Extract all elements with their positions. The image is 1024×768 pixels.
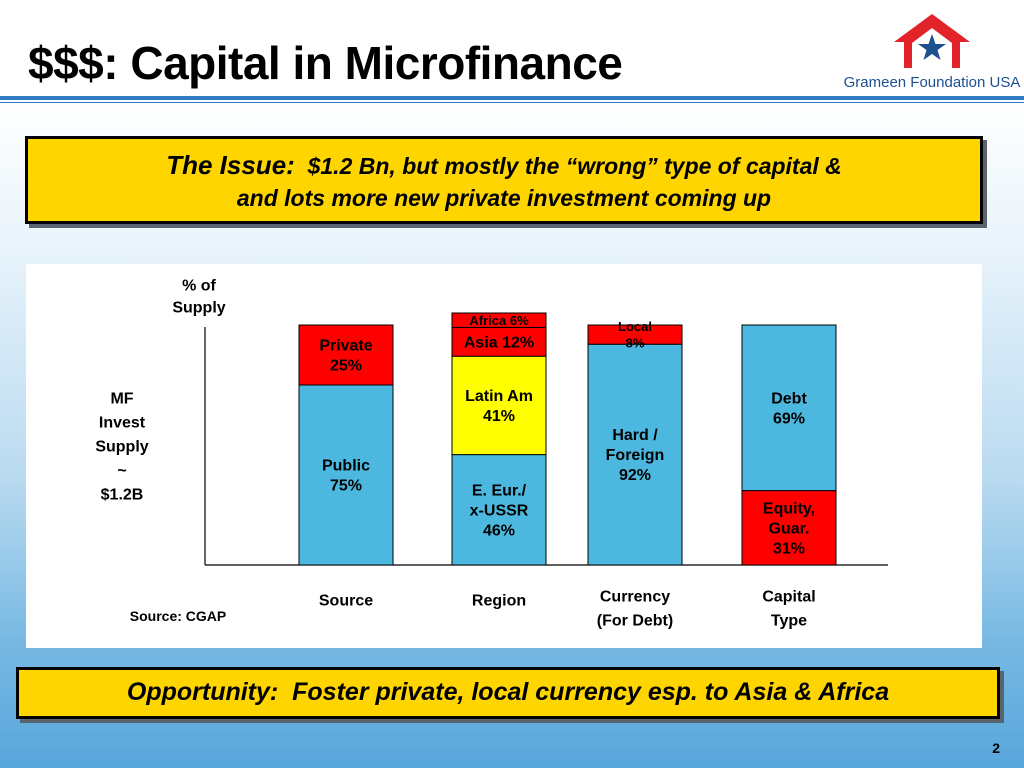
source-note: Source: CGAP [130,608,226,624]
bar-segment [451,355,547,456]
bar-segment [741,324,837,492]
mf-invest-supply-label: MF Invest Supply ~ $1.2B [95,391,148,504]
segment-label: Equity, Guar. 31% [763,500,815,557]
segment-label: Asia 12% [464,334,534,351]
segment-label: Latin Am 41% [465,388,533,425]
bar-segment [451,454,547,566]
bar-segment [587,324,683,345]
bar-segment [298,324,394,386]
bar-segment [587,343,683,566]
grameen-logo: Grameen Foundation USA [842,12,1022,94]
bar-segment [451,312,547,328]
segment-label: Public 75% [322,458,370,495]
stacked-bar-chart: % of Supply MF Invest Supply ~ $1.2B Public 75% P… [95,278,888,630]
segment-label: Local 8% [618,319,652,350]
category-label: Source [319,593,373,610]
house-star-icon [894,14,970,68]
opportunity-lead: Opportunity: [126,678,279,706]
chart-panel: % of Supply MF Invest Supply ~ $1.2B Public 75% P… [26,264,982,648]
bar-segment [451,326,547,357]
segment-label: Hard / Foreign 92% [606,427,665,484]
title-rule-thin [0,102,1024,103]
title-rule [0,96,1024,100]
segment-label: Private 25% [319,338,372,375]
bar-segment [298,384,394,566]
category-label: Currency (For Debt) [597,589,673,630]
logo-text: Grameen Foundation USA [843,74,1021,91]
opportunity-text: Foster private, local currency esp. to A… [292,678,890,706]
bar-segment [741,490,837,566]
slide-title: $$$: Capital in Microfinance [28,37,623,89]
issue-line-2: and lots more new private investment com… [236,185,772,211]
segment-label: Debt 69% [771,390,807,427]
page-number: 2 [992,740,1000,756]
issue-line-1: $1.2 Bn, but mostly the “wrong” type of … [307,153,842,179]
category-label: Capital Type [762,589,815,630]
segment-label: E. Eur./x-USSR 46% [470,482,529,539]
issue-lead: The Issue: [166,150,295,180]
opportunity-callout: Opportunity: Foster private, local curre… [16,667,1000,719]
segment-label: Africa 6% [469,313,529,328]
category-label: Region [472,593,526,610]
y-axis-label: % of Supply [172,278,225,317]
issue-callout: The Issue: $1.2 Bn, but mostly the “wron… [25,136,983,224]
